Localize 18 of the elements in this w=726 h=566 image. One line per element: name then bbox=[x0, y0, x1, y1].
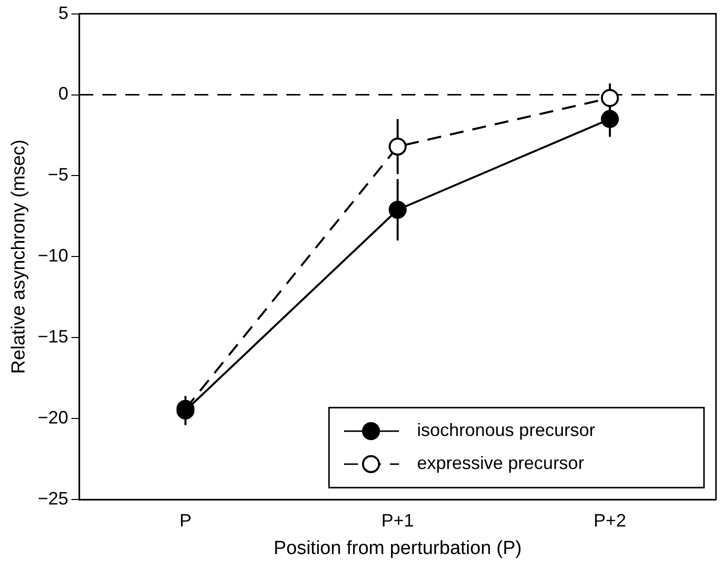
y-tick-label: −10 bbox=[38, 246, 68, 266]
point bbox=[388, 138, 407, 156]
x-tick-label: P+2 bbox=[594, 510, 626, 530]
point bbox=[388, 200, 407, 219]
y-tick-label: −5 bbox=[48, 164, 68, 185]
y-tick-label: −25 bbox=[38, 488, 68, 509]
x-tick-label: P+1 bbox=[381, 510, 414, 530]
y-tick-label: −20 bbox=[38, 408, 68, 428]
x-tick-label: P bbox=[179, 510, 192, 530]
point bbox=[600, 110, 619, 128]
y-tick-label: 0 bbox=[58, 84, 68, 104]
x-axis-title: Position from perturbation (P) bbox=[274, 538, 522, 559]
legend-label: expressive precursor bbox=[417, 453, 584, 474]
legend-label: isochronous precursor bbox=[417, 420, 596, 440]
y-tick-label: −15 bbox=[38, 326, 68, 347]
y-axis-title: Relative asynchrony (msec) bbox=[8, 139, 30, 374]
y-tick-label: 5 bbox=[58, 2, 68, 23]
point bbox=[600, 89, 619, 108]
